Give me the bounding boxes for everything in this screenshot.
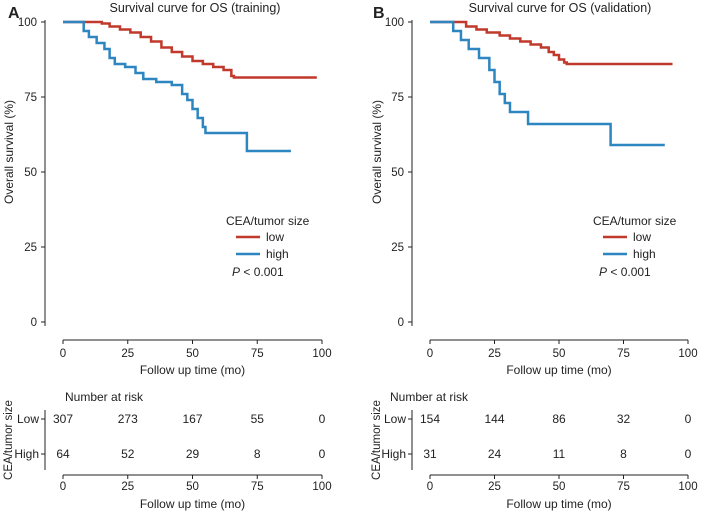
legend-title: CEA/tumor size xyxy=(226,214,310,228)
risk-x-tick-label: 0 xyxy=(427,481,433,493)
risk-x-tick-label: 25 xyxy=(488,481,501,493)
risk-count: 0 xyxy=(685,447,692,461)
risk-count: 273 xyxy=(118,412,138,426)
y-tick-label: 50 xyxy=(24,167,37,179)
risk-x-tick-label: 50 xyxy=(553,481,566,493)
risk-x-axis-label: Follow up time (mo) xyxy=(506,497,611,511)
p-value-symbol: P xyxy=(599,265,607,279)
risk-count: 64 xyxy=(56,447,70,461)
risk-x-tick-label: 0 xyxy=(60,481,66,493)
risk-x-tick-label: 25 xyxy=(121,481,134,493)
chart-title: Survival curve for OS (training) xyxy=(110,1,281,15)
risk-count: 0 xyxy=(319,412,326,426)
risk-x-tick-label: 100 xyxy=(678,481,697,493)
x-axis-label: Follow up time (mo) xyxy=(140,363,245,377)
y-tick-label: 75 xyxy=(391,92,404,104)
survival-curve-low xyxy=(430,20,673,66)
y-tick-label: 75 xyxy=(24,92,37,104)
x-tick-label: 25 xyxy=(488,348,501,360)
risk-count: 8 xyxy=(620,447,627,461)
p-value-symbol: P xyxy=(232,265,240,279)
y-tick-label: 0 xyxy=(398,317,404,329)
risk-count: 11 xyxy=(553,447,566,461)
risk-count: 167 xyxy=(182,412,202,426)
survival-curve-low xyxy=(63,20,317,79)
risk-count: 144 xyxy=(484,412,504,426)
x-tick-label: 75 xyxy=(617,348,630,360)
risk-x-tick-label: 50 xyxy=(186,481,199,493)
legend-label-low: low xyxy=(633,230,651,244)
y-axis-label: Overall survival (%) xyxy=(370,100,384,204)
risk-x-tick-label: 75 xyxy=(251,481,264,493)
y-tick-label: 100 xyxy=(385,17,404,29)
y-tick-label: 50 xyxy=(391,167,404,179)
panel-training: A Survival curve for OS (training) 0 25 50 75… xyxy=(2,1,332,511)
risk-count: 0 xyxy=(319,447,326,461)
panel-letter: A xyxy=(8,5,20,22)
risk-table-title: Number at risk xyxy=(390,390,469,404)
y-axis-label: Overall survival (%) xyxy=(2,100,16,204)
y-tick-label: 0 xyxy=(31,317,37,329)
y-tick-label: 25 xyxy=(391,242,404,254)
x-axis-label: Follow up time (mo) xyxy=(506,363,611,377)
p-value-text: < 0.001 xyxy=(240,265,284,279)
chart-title: Survival curve for OS (validation) xyxy=(469,1,652,15)
x-tick-label: 50 xyxy=(186,348,199,360)
risk-x-axis-label: Follow up time (mo) xyxy=(140,497,245,511)
risk-count: 24 xyxy=(488,447,502,461)
x-tick-label: 0 xyxy=(60,348,66,360)
risk-count: 52 xyxy=(121,447,135,461)
p-value-text: < 0.001 xyxy=(607,265,651,279)
risk-row-label: High xyxy=(381,447,406,461)
survival-curve-high xyxy=(430,20,665,147)
x-tick-label: 100 xyxy=(312,348,331,360)
risk-row-label: Low xyxy=(17,412,39,426)
panel-validation: B Survival curve for OS (validation) 0 25 50… xyxy=(370,1,698,511)
risk-count: 86 xyxy=(552,412,566,426)
risk-count: 8 xyxy=(254,447,261,461)
p-value-annotation: P < 0.001 xyxy=(599,265,651,279)
risk-table-title: Number at risk xyxy=(65,390,144,404)
y-tick-label: 100 xyxy=(18,17,37,29)
risk-count: 307 xyxy=(53,412,73,426)
risk-row-label: Low xyxy=(384,412,406,426)
risk-x-tick-label: 100 xyxy=(312,481,331,493)
legend-label-high: high xyxy=(266,247,289,261)
panel-letter: B xyxy=(373,5,385,22)
risk-count: 55 xyxy=(251,412,265,426)
risk-count: 0 xyxy=(685,412,692,426)
risk-count: 31 xyxy=(423,447,437,461)
x-tick-label: 50 xyxy=(553,348,566,360)
y-tick-label: 25 xyxy=(24,242,37,254)
risk-row-label: High xyxy=(14,447,39,461)
legend-label-low: low xyxy=(266,230,284,244)
p-value-annotation: P < 0.001 xyxy=(232,265,284,279)
risk-table-ylabel: CEA/tumor size xyxy=(371,400,383,480)
x-tick-label: 100 xyxy=(678,348,697,360)
survival-curve-high xyxy=(63,20,291,153)
risk-table-ylabel: CEA/tumor size xyxy=(3,400,15,480)
x-tick-label: 25 xyxy=(121,348,134,360)
x-tick-label: 0 xyxy=(427,348,433,360)
risk-count: 29 xyxy=(186,447,200,461)
legend-label-high: high xyxy=(633,247,656,261)
risk-count: 154 xyxy=(420,412,440,426)
risk-count: 32 xyxy=(617,412,631,426)
x-tick-label: 75 xyxy=(251,348,264,360)
legend-title: CEA/tumor size xyxy=(593,214,677,228)
risk-x-tick-label: 75 xyxy=(617,481,630,493)
